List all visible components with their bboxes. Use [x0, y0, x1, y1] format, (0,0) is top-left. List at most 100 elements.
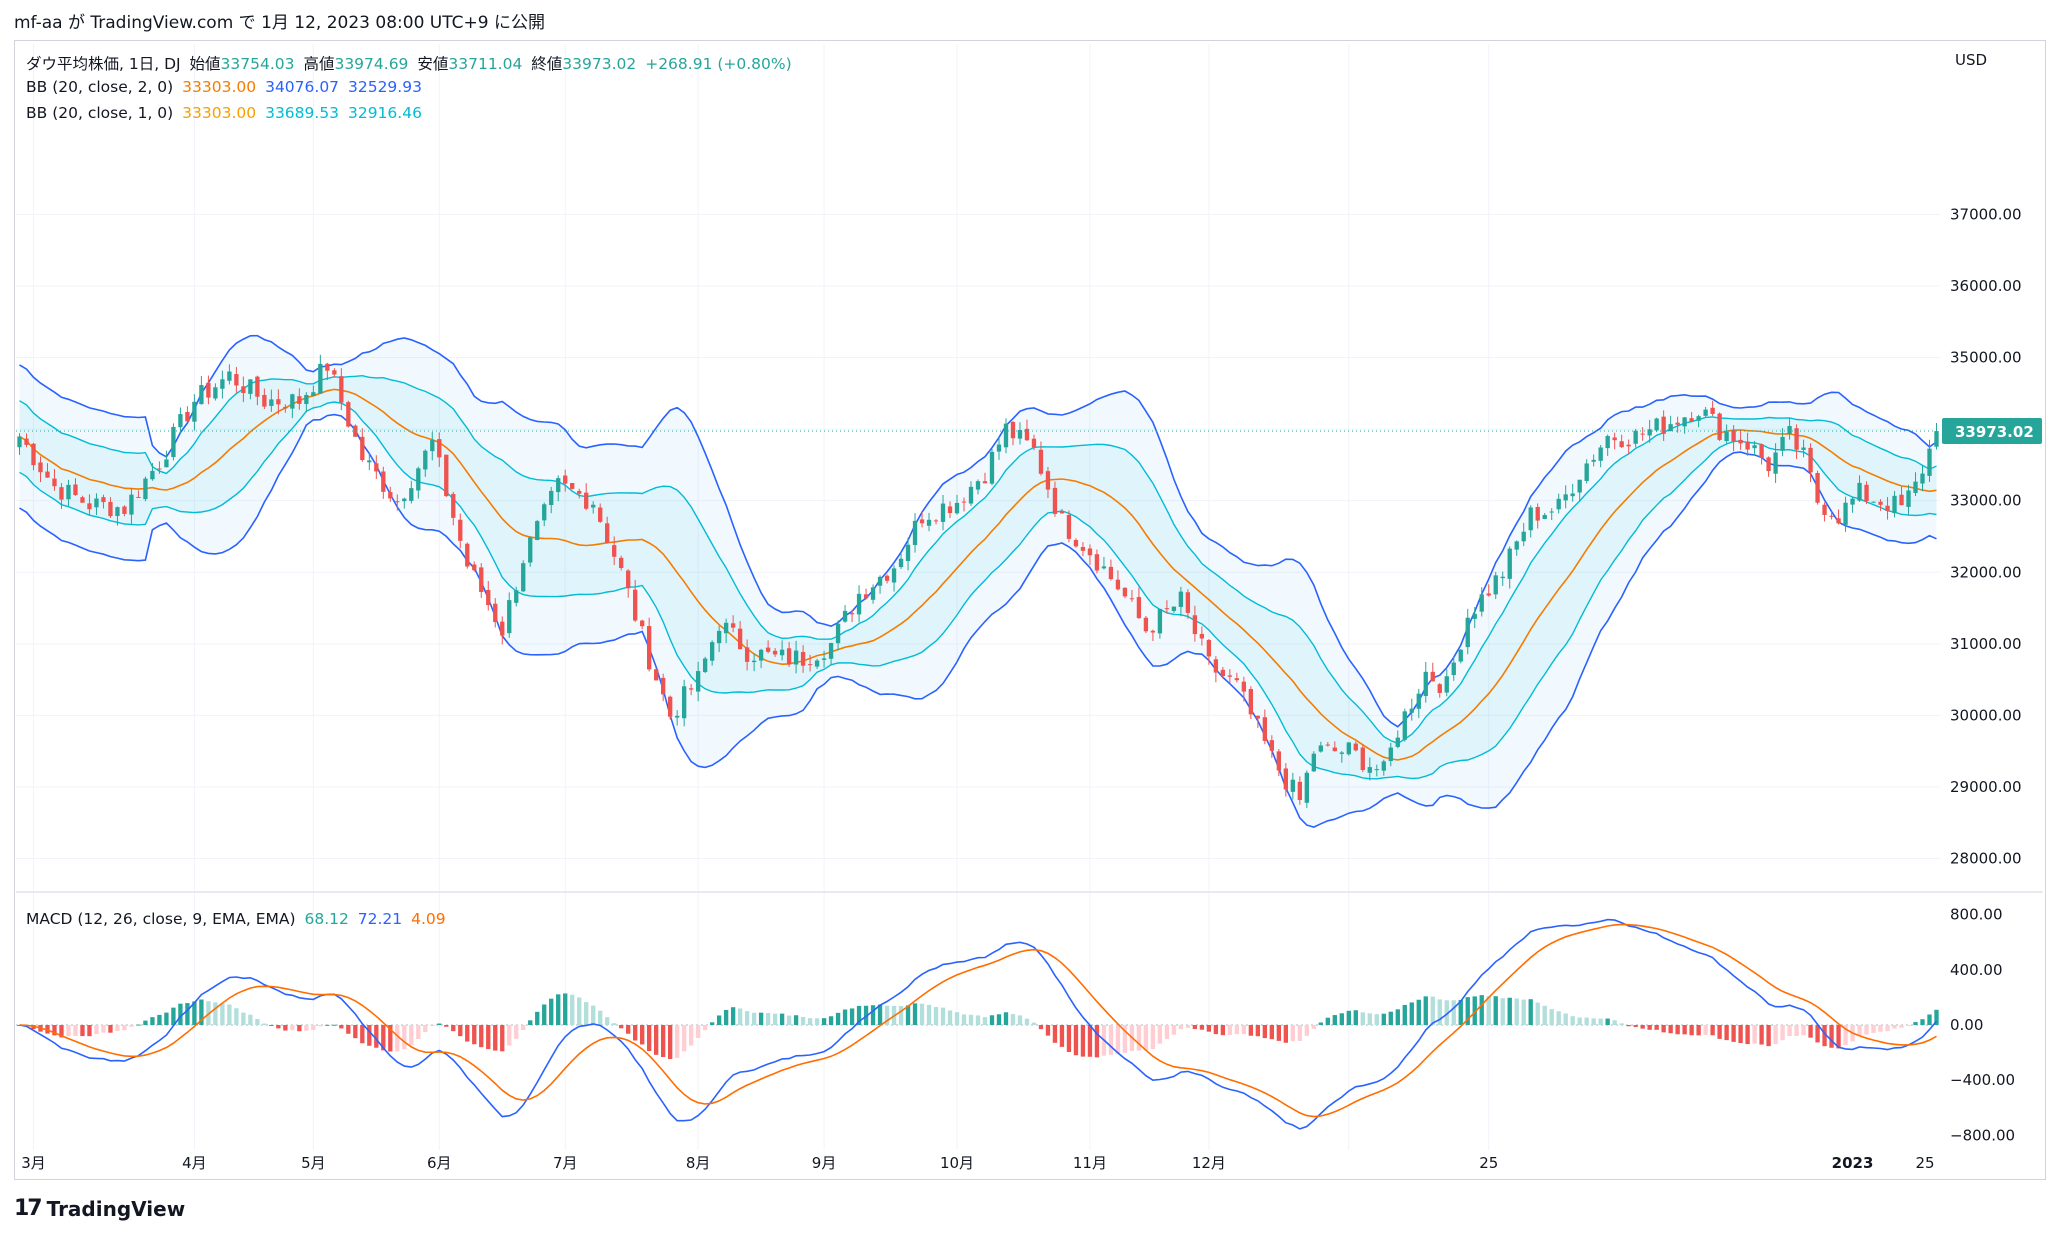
legend-bb2-upper: 34076.07: [265, 78, 340, 96]
candle-body: [1255, 715, 1261, 719]
macd-histogram-bar: [1808, 1025, 1813, 1038]
candle-body: [1073, 540, 1079, 547]
candle-body: [674, 715, 680, 718]
candle-body: [1836, 518, 1841, 524]
macd-histogram-bar: [940, 1007, 946, 1025]
legend-macd[interactable]: MACD (12, 26, close, 9, EMA, EMA) 68.12 …: [26, 910, 450, 928]
macd-histogram-bar: [828, 1016, 834, 1025]
candle-body: [458, 519, 463, 541]
macd-histogram-bar: [1815, 1025, 1820, 1043]
macd-histogram-bar: [1731, 1025, 1736, 1042]
candle-body: [1318, 745, 1323, 752]
candle-body: [870, 587, 876, 600]
candle-body: [339, 376, 344, 403]
macd-histogram-bar: [276, 1025, 281, 1029]
candle-body: [1479, 594, 1484, 612]
macd-histogram-bar: [933, 1007, 939, 1025]
macd-histogram-bar: [1430, 996, 1435, 1025]
macd-histogram-bar: [898, 1006, 904, 1025]
time-tick-label: 12月: [1192, 1154, 1226, 1172]
macd-histogram-bar: [667, 1025, 673, 1060]
macd-histogram-bar: [451, 1025, 456, 1032]
macd-histogram-bar: [584, 1002, 589, 1025]
macd-axis[interactable]: 800.00 400.00 0.00 −400.00 −800.00: [1950, 906, 2015, 1145]
currency-label: USD: [1955, 51, 1987, 69]
candle-body: [1465, 617, 1470, 648]
macd-histogram-bar: [961, 1014, 967, 1025]
legend-bb2[interactable]: BB (20, close, 2, 0) 33303.00 34076.07 3…: [26, 78, 426, 96]
candle-body: [73, 484, 78, 496]
macd-histogram-bar: [1241, 1025, 1247, 1035]
macd-histogram-bar: [402, 1025, 407, 1050]
time-axis[interactable]: 3月 4月 5月 6月 7月 8月 9月 10月 11月 12月 2023 25 25: [21, 1154, 1934, 1172]
macd-histogram-bar: [1605, 1018, 1610, 1025]
macd-histogram-bar: [1626, 1025, 1631, 1027]
macd-histogram-bar: [605, 1017, 610, 1025]
macd-histogram-bar: [1010, 1014, 1016, 1025]
candle-body: [1416, 693, 1421, 709]
candle-body: [730, 623, 736, 628]
legend-high: 33974.69: [334, 55, 409, 73]
time-tick-label: 2023: [1832, 1154, 1874, 1172]
candle-body: [772, 650, 778, 655]
legend-change: +268.91 (+0.80%): [645, 55, 792, 73]
candle-body: [542, 504, 547, 521]
macd-histogram-bar: [521, 1025, 526, 1030]
macd-histogram-bar: [1829, 1025, 1834, 1048]
macd-histogram-bar: [367, 1025, 372, 1046]
macd-histogram-bar: [563, 993, 568, 1025]
macd-histogram-bar: [779, 1013, 785, 1025]
candle-body: [332, 370, 337, 375]
macd-histogram-bar: [549, 998, 554, 1025]
macd-histogram-bar: [493, 1025, 498, 1051]
candle-body: [409, 488, 414, 501]
candle-body: [1745, 441, 1750, 450]
macd-histogram-bar: [66, 1025, 71, 1037]
macd-histogram-bar: [332, 1024, 337, 1026]
candle-body: [1269, 740, 1275, 751]
candle-body: [1122, 587, 1128, 597]
legend-bb1[interactable]: BB (20, close, 1, 0) 33303.00 33689.53 3…: [26, 104, 426, 122]
macd-histogram-bar: [1073, 1025, 1079, 1056]
tradingview-logo-icon: 𝟭𝟳: [14, 1196, 43, 1221]
candle-body: [234, 374, 239, 386]
candle-body: [898, 558, 904, 568]
price-tick-label: 28000.00: [1950, 850, 2022, 868]
macd-histogram-bar: [996, 1014, 1002, 1025]
candle-body: [577, 490, 582, 494]
candle-body: [318, 363, 323, 394]
candle-body: [1906, 490, 1911, 507]
price-tick-label: 33000.00: [1950, 492, 2022, 510]
candle-body: [1388, 747, 1393, 762]
macd-histogram-bar: [1514, 998, 1519, 1025]
macd-histogram-bar: [912, 1003, 918, 1025]
candle-body: [1220, 669, 1226, 677]
macd-histogram-bar: [744, 1011, 750, 1025]
macd-histogram-bar: [1640, 1025, 1645, 1029]
macd-pane: [16, 918, 1940, 1130]
candle-body: [660, 677, 666, 695]
macd-histogram-bar: [1759, 1025, 1764, 1045]
candle-body: [688, 688, 694, 690]
macd-histogram-bar: [143, 1020, 148, 1025]
candle-body: [500, 621, 505, 636]
candle-body: [1927, 448, 1932, 476]
candle-body: [87, 503, 92, 510]
candle-body: [1577, 479, 1582, 493]
chart-frame[interactable]: [14, 40, 2046, 1180]
macd-histogram-bar: [59, 1025, 64, 1038]
price-axis[interactable]: USD37000.0036000.0035000.0034000.0033000…: [1942, 51, 2042, 868]
tradingview-footer[interactable]: 𝟭𝟳 TradingView: [14, 1196, 185, 1221]
candle-body: [954, 502, 960, 514]
macd-histogram-bar: [409, 1025, 414, 1046]
macd-histogram-bar: [423, 1025, 428, 1032]
candle-body: [1752, 445, 1757, 449]
candle-body: [24, 438, 29, 445]
macd-histogram-bar: [821, 1018, 827, 1025]
macd-histogram-bar: [1927, 1014, 1932, 1025]
macd-histogram-bar: [1360, 1012, 1365, 1025]
macd-histogram-bar: [556, 994, 561, 1025]
candle-body: [1143, 617, 1149, 632]
legend-ohlc[interactable]: ダウ平均株価, 1日, DJ 始値33754.03 高値33974.69 安値3…: [26, 52, 796, 74]
